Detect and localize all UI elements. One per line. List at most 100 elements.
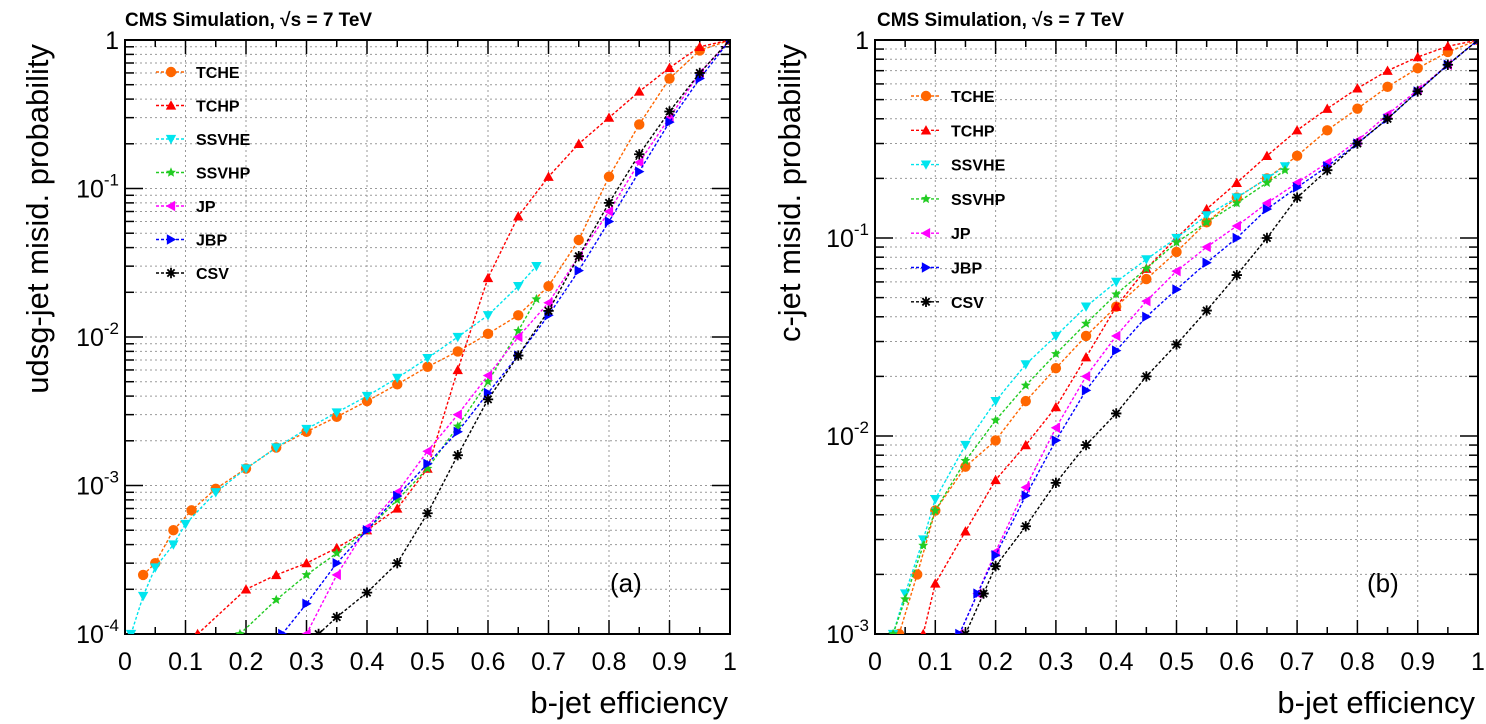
marker-tchp-0 — [194, 628, 201, 634]
x-tick-label: 0.9 — [1400, 648, 1435, 676]
marker-ssvhe-4 — [180, 519, 191, 530]
legend: TCHE TCHP SSVHE SSVHP JP JBP CSV — [156, 65, 251, 283]
marker-csv-13 — [1322, 165, 1333, 176]
marker-csv-18 — [1472, 40, 1478, 46]
x-tick-label: 0.1 — [168, 648, 203, 676]
marker-tchp-0 — [920, 628, 927, 634]
series-line-ssvhe — [892, 165, 1286, 634]
y-tick-label: 10-4 — [76, 616, 119, 649]
x-tick-label: 0.8 — [592, 648, 627, 676]
marker-jbp-12 — [635, 166, 645, 177]
marker-ssvhe-10 — [1141, 255, 1152, 265]
marker-tche-14 — [513, 310, 524, 321]
marker-jp-11 — [634, 157, 644, 168]
marker-ssvhe-8 — [1080, 302, 1092, 312]
x-tick-label: 0.2 — [978, 648, 1013, 676]
x-tick-label: 1 — [723, 648, 737, 676]
marker-jp-1 — [331, 569, 341, 581]
series-group — [125, 40, 730, 634]
x-tick-label: 0.3 — [1039, 648, 1074, 676]
marker-csv-7 — [513, 350, 524, 361]
marker-legend — [921, 262, 932, 273]
x-tick-label: 0.5 — [1159, 648, 1194, 676]
y-tick-exponent: -1 — [104, 171, 119, 190]
marker-ssvhe-11 — [392, 373, 403, 384]
marker-jbp-2 — [991, 550, 1001, 561]
series-line-ssvhe — [130, 265, 537, 634]
marker-ssvhp-2 — [301, 569, 312, 580]
marker-ssvhp-8 — [1081, 318, 1091, 328]
marker-csv-14 — [1352, 138, 1363, 149]
series-line-jbp — [281, 40, 730, 634]
marker-ssvhp-10 — [1141, 263, 1152, 273]
y-tick-base: 10 — [826, 621, 854, 649]
marker-tche-15 — [543, 280, 554, 292]
marker-csv-9 — [573, 251, 584, 262]
marker-tche-9 — [1141, 273, 1152, 285]
marker-tche-6 — [1050, 363, 1062, 374]
marker-tchp-8 — [452, 364, 463, 375]
series-line-tche — [142, 40, 730, 576]
marker-jbp-11 — [604, 216, 615, 227]
marker-legend — [165, 100, 177, 110]
chart-panel-b: 0 0.1 0.2 0.3 0.4 0.5 0.6 0.7 0.8 0.9 110-310-210-… — [772, 10, 1485, 720]
marker-ssvhp-6 — [422, 463, 433, 473]
marker-tchp-2 — [271, 569, 282, 580]
y-tick-label: 10-3 — [76, 468, 119, 501]
marker-ssvhp-6 — [1020, 380, 1031, 390]
marker-legend — [166, 167, 176, 177]
marker-jp-0 — [301, 628, 311, 634]
marker-ssvhp-3 — [930, 505, 941, 515]
series-line-csv — [964, 40, 1478, 634]
x-tick-label: 0.6 — [471, 648, 506, 676]
y-tick-base: 10 — [76, 324, 104, 352]
marker-csv-3 — [1020, 521, 1031, 532]
marker-ssvhe-3 — [168, 540, 179, 550]
marker-csv-4 — [422, 508, 433, 519]
marker-jbp-5 — [423, 458, 433, 469]
marker-tchp-13 — [603, 112, 615, 122]
marker-tchp-11 — [1231, 177, 1242, 187]
y-tick-exponent: -1 — [854, 220, 869, 239]
marker-tchp-4 — [1020, 439, 1031, 450]
marker-ssvhp-1 — [900, 593, 911, 604]
header-label: CMS Simulation, √s = 7 TeV — [877, 10, 1124, 31]
x-axis-label: b-jet efficiency — [1277, 685, 1475, 720]
marker-legend — [920, 125, 932, 135]
marker-jbp-0 — [955, 628, 965, 634]
marker-jbp-12 — [1292, 182, 1303, 193]
marker-csv-10 — [1231, 269, 1242, 281]
y-tick-base: 10 — [826, 423, 854, 451]
marker-csv-2 — [990, 561, 1001, 572]
x-tick-label: 0 — [868, 648, 882, 676]
marker-tchp-5 — [1050, 401, 1062, 412]
y-tick-label: 1 — [855, 27, 869, 55]
marker-jbp-8 — [1172, 284, 1182, 295]
marker-tchp-10 — [1201, 203, 1212, 214]
marker-jp-6 — [1111, 330, 1121, 342]
y-tick-label: 10-1 — [826, 220, 869, 253]
panel-label: (b) — [1367, 568, 1399, 598]
marker-jbp-7 — [1142, 311, 1152, 322]
marker-ssvhe-4 — [960, 440, 971, 451]
marker-ssvhp-4 — [960, 455, 971, 465]
marker-legend — [165, 134, 177, 145]
x-tick-label: 0.1 — [918, 648, 953, 676]
marker-tchp-6 — [1080, 352, 1092, 362]
y-tick-exponent: -4 — [104, 616, 119, 635]
marker-tche-1 — [912, 569, 923, 580]
marker-tchp-2 — [960, 526, 971, 536]
marker-jbp-2 — [332, 557, 342, 569]
x-tick-label: 0.3 — [289, 648, 324, 676]
y-tick-label: 10-1 — [76, 171, 119, 204]
marker-jbp-5 — [1081, 385, 1092, 396]
marker-jp-7 — [1141, 295, 1151, 307]
marker-ssvhp-0 — [888, 628, 899, 634]
marker-ssvhe-16 — [531, 261, 542, 272]
marker-csv-10 — [603, 197, 615, 209]
marker-ssvhe-1 — [137, 591, 149, 602]
marker-jp-5 — [452, 409, 462, 420]
marker-tche-14 — [1291, 150, 1303, 162]
marker-csv-16 — [1412, 86, 1423, 97]
marker-csv-3 — [392, 557, 403, 569]
